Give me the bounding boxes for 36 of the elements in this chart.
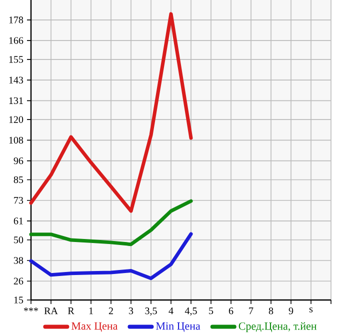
x-tick-label: 4,5 bbox=[184, 308, 197, 316]
x-tick-label: 6 bbox=[228, 308, 234, 314]
x-tick-label: R bbox=[68, 308, 74, 314]
line-series bbox=[29, 199, 193, 246]
x-tick-label: 4 bbox=[168, 308, 174, 314]
x-tick-label: 7 bbox=[249, 308, 254, 314]
y-tick-label: 96 bbox=[14, 157, 24, 164]
y-tick-label: 166 bbox=[9, 37, 24, 44]
y-tick-label: 85 bbox=[14, 176, 24, 184]
y-tick-label: 38 bbox=[14, 257, 24, 264]
y-tick-label: 143 bbox=[9, 76, 24, 84]
y-tick-label: 178 bbox=[9, 16, 24, 24]
legend-label: Min Цена bbox=[156, 322, 200, 332]
x-tick-label: s bbox=[309, 308, 313, 312]
x-tick-label: *** bbox=[24, 308, 38, 312]
x-tick-label: RA bbox=[44, 308, 58, 314]
legend-label: Сред.Цена, т.йен bbox=[238, 322, 317, 332]
y-tick-label: 155 bbox=[9, 56, 24, 63]
y-tick-label: 61 bbox=[14, 218, 23, 224]
y-tick-label: 26 bbox=[14, 278, 24, 284]
y-tick-label: 15 bbox=[14, 296, 24, 304]
x-tick-label: 3,5 bbox=[145, 308, 157, 316]
x-tick-label: 8 bbox=[268, 308, 274, 314]
x-tick-label: 5 bbox=[209, 308, 214, 314]
y-tick-label: 73 bbox=[14, 196, 24, 204]
y-tick-label: 120 bbox=[9, 116, 24, 123]
x-tick-label: 1 bbox=[89, 308, 93, 314]
y-tick-label: 131 bbox=[9, 97, 23, 104]
y-tick-label: 50 bbox=[14, 236, 24, 244]
x-tick-label: 2 bbox=[108, 308, 113, 314]
legend-label: Max Цена bbox=[72, 322, 118, 332]
x-tick-label: 9 bbox=[288, 308, 294, 314]
x-tick-label: 3 bbox=[128, 308, 134, 314]
y-tick-label: 108 bbox=[9, 136, 24, 144]
line-series bbox=[29, 232, 193, 280]
line-series bbox=[29, 12, 193, 213]
